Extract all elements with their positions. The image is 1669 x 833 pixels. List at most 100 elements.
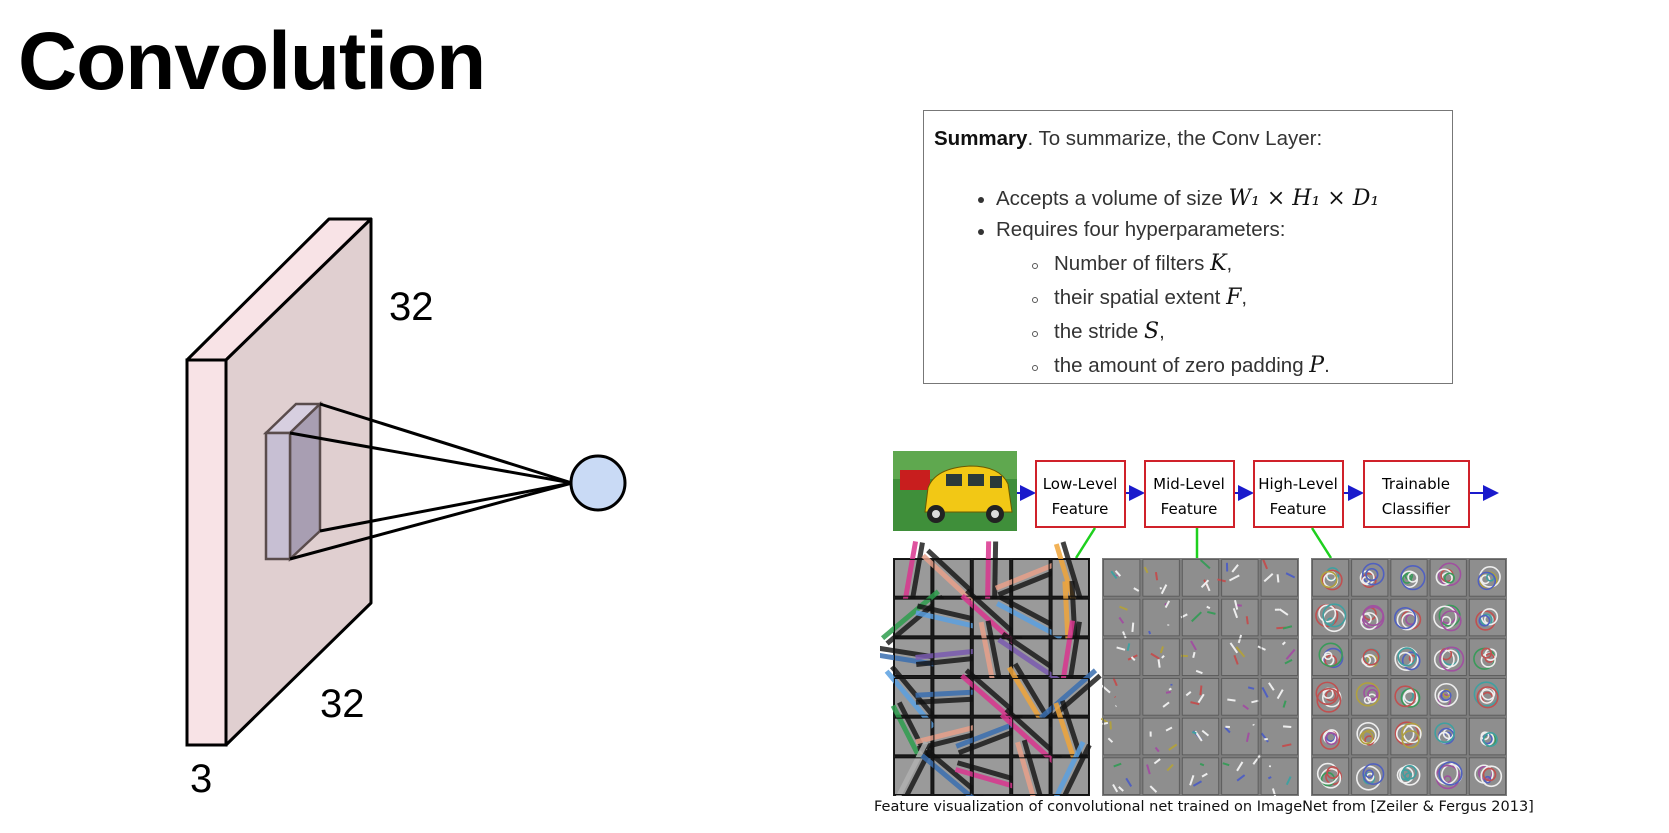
feature-tile [1012, 739, 1050, 796]
feature-tile [1038, 668, 1102, 726]
bullet-icon [978, 229, 984, 235]
feature-tile [1181, 559, 1220, 597]
svg-text:Feature: Feature [1270, 500, 1327, 518]
feature-tile [1312, 638, 1350, 676]
summary-subitem-extent: their spatial extent F, [1054, 285, 1248, 310]
stage-low-level-feature: Low-Level Feature [1035, 460, 1126, 528]
feature-tile [1100, 717, 1141, 756]
sub-bullet-icon [1032, 263, 1038, 269]
feature-tile [1180, 598, 1220, 637]
summary-subitem-padding: the amount of zero padding P. [1054, 353, 1330, 378]
feature-tile [1468, 638, 1506, 676]
svg-text:High-Level: High-Level [1258, 475, 1337, 493]
feature-tile [1351, 757, 1389, 795]
low-level-filter-grid [880, 540, 1102, 796]
feature-tile [995, 595, 1066, 640]
summary-item-input-volume: Accepts a volume of size W₁ × H₁ × D₁ [996, 186, 1380, 211]
feature-tile [1429, 678, 1467, 716]
stage-high-level-feature: High-Level Feature [1253, 460, 1344, 528]
feature-tile [1429, 757, 1467, 795]
svg-text:Mid-Level: Mid-Level [1153, 475, 1225, 493]
summary-item-hyperparameters: Requires four hyperparameters: [996, 218, 1286, 241]
mid-level-feature-grid [1100, 558, 1299, 796]
feature-tile [1390, 678, 1428, 716]
feature-tile [1103, 757, 1141, 795]
feature-connectors [1074, 527, 1333, 559]
feature-tile [1101, 677, 1141, 716]
feature-tile [915, 638, 989, 676]
feature-tile [1468, 559, 1506, 597]
feature-tile [1142, 559, 1180, 597]
feature-tile [1180, 638, 1220, 676]
summary-heading-text: . To summarize, the Conv Layer: [1027, 127, 1323, 150]
bullet-icon [978, 197, 984, 203]
filter-connections [289, 402, 573, 561]
sub-bullet-icon [1032, 365, 1038, 371]
feature-tile [960, 588, 1023, 647]
feature-tile [1048, 740, 1092, 796]
stage-trainable-classifier: Trainable Classifier [1363, 460, 1470, 528]
feature-tile [972, 620, 1011, 695]
summary-subitem-filters: Number of filters K, [1054, 251, 1233, 276]
depth-dimension-label: 3 [190, 757, 212, 801]
height-dimension-label: 32 [389, 285, 434, 329]
svg-text:Trainable: Trainable [1381, 475, 1450, 493]
feature-tile [1351, 717, 1389, 756]
feature-tile [920, 748, 984, 796]
feature-tile [894, 540, 932, 615]
feature-tile [1468, 598, 1506, 637]
svg-text:Low-Level: Low-Level [1043, 475, 1118, 493]
volume-front-face [185, 358, 228, 747]
feature-tile [1260, 717, 1298, 756]
feature-tile [1181, 717, 1220, 756]
feature-tile [960, 668, 1023, 726]
feature-tile [994, 558, 1067, 598]
feature-tile [1221, 678, 1260, 716]
feature-tile [1351, 638, 1389, 676]
filter-front-face [264, 431, 292, 561]
svg-text:Feature: Feature [1161, 500, 1218, 518]
sub-bullet-icon [1032, 297, 1038, 303]
feature-tile [1103, 638, 1141, 676]
feature-tile [1429, 559, 1467, 597]
feature-tile [1221, 634, 1259, 676]
feature-tile [1390, 757, 1428, 795]
feature-tile [1429, 638, 1467, 676]
feature-tile [1142, 757, 1180, 795]
figure-caption: Feature visualization of convolutional n… [874, 799, 1534, 815]
feature-tile [1181, 678, 1220, 716]
sub-bullet-icon [1032, 331, 1038, 337]
feature-tile [1142, 678, 1180, 716]
feature-tile [1007, 662, 1055, 732]
feature-tile [1221, 717, 1259, 756]
feature-tile [1312, 559, 1350, 597]
feature-tile [1051, 620, 1090, 695]
feature-tile [915, 678, 989, 716]
feature-tile [1390, 559, 1428, 597]
feature-tile [884, 665, 941, 729]
feature-tile [1312, 678, 1350, 716]
feature-tile [1351, 678, 1389, 716]
feature-tile [1103, 559, 1141, 597]
feature-tile [1312, 717, 1350, 756]
feature-tile [1468, 678, 1506, 716]
feature-tile [1429, 717, 1467, 756]
slide-title: Convolution [18, 16, 486, 107]
feature-hierarchy-diagram: Low-Level Feature Mid-Level Feature High… [880, 451, 1507, 796]
output-neuron [569, 454, 627, 512]
feature-tile [1142, 717, 1180, 756]
feature-tile [1103, 598, 1141, 639]
conv-layer-summary-box: Summary. To summarize, the Conv Layer: A… [923, 110, 1453, 384]
feature-tile [1351, 559, 1389, 597]
feature-tile [1181, 757, 1220, 795]
feature-tile [1142, 638, 1180, 676]
feature-tile [1390, 638, 1428, 676]
feature-tile [1468, 717, 1506, 756]
feature-tile [1312, 757, 1350, 795]
input-car-image [893, 451, 1017, 531]
feature-tile [955, 717, 1028, 756]
summary-heading-bold: Summary [934, 127, 1028, 150]
feature-tile [1142, 598, 1180, 637]
feature-tile [1260, 678, 1298, 716]
feature-tile [921, 548, 983, 608]
